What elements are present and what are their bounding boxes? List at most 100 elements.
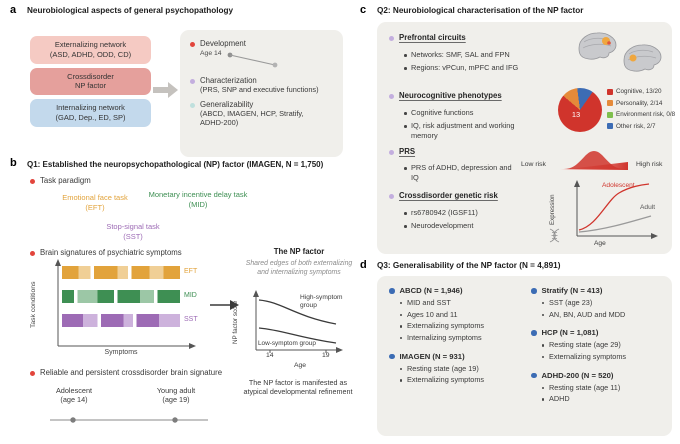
study-hcp: HCP (N = 1,081) Resting state (age 29) E… (531, 328, 659, 362)
signature-matrix-axes (55, 259, 196, 349)
panel-b-title: Q1: Established the neuropsychopathologi… (27, 160, 324, 169)
adhd200-header-row: ADHD-200 (N = 520) (531, 371, 659, 380)
age-14-label: Age 14 (200, 50, 222, 57)
crossdisorder-line1: Crossdisorder (67, 71, 114, 81)
section-genetic-risk: Crossdisorder genetic risk (389, 191, 498, 200)
hcp-header-row: HCP (N = 1,081) (531, 328, 659, 337)
characterization-label: Characterization (200, 76, 257, 85)
timeline-start-label: Adolescent (age 14) (44, 386, 104, 405)
eft-signature-row (62, 266, 180, 279)
panel-c-title: Q2: Neurobiological characterisation of … (377, 6, 584, 15)
matrix-ylabel: Task conditions (30, 281, 37, 329)
development-label: Development (200, 39, 246, 48)
imagen-item-2: Externalizing symptoms (400, 374, 517, 386)
abcd-item-3: Externalizing symptoms (400, 320, 517, 332)
decline-sparkline-icon (227, 52, 277, 68)
adhd200-title: ADHD-200 (N = 520) (541, 370, 614, 380)
study-adhd200: ADHD-200 (N = 520) Resting state (age 11… (531, 371, 659, 405)
stratify-title: Stratify (N = 413) (541, 286, 603, 295)
task-sst-name: Stop-signal task (106, 222, 160, 231)
brain-signatures-label: Brain signatures of psychiatric symptoms (40, 248, 182, 257)
generalizability-label: Generalizability (200, 100, 254, 109)
adhd200-item-1: Resting state (age 11) (542, 382, 659, 394)
task-mid: Monetary incentive delay task (MID) (142, 190, 254, 210)
imagen-header-row: IMAGEN (N = 931) (389, 352, 517, 361)
sst-signature-row (62, 314, 180, 327)
stratify-items: SST (age 23) AN, BN, AUD and MDD (531, 297, 659, 320)
aspect-development: Development Age 14 (190, 39, 333, 70)
study-stratify: Stratify (N = 413) SST (age 23) AN, BN, … (531, 286, 659, 320)
prefrontal-item-regions: Regions: vPCun, mPFC and IFG (403, 63, 518, 73)
task-mid-abbr: (MID) (188, 199, 208, 209)
mid-signature-row (62, 290, 180, 303)
panel-b-label: b (10, 157, 17, 169)
prs-header: PRS (399, 147, 416, 156)
task-sst-abbr: (SST) (123, 231, 143, 241)
aspect-generalizability: Generalizability (ABCD, IMAGEN, HCP, Str… (190, 100, 333, 127)
brain-signatures-bullet-icon (30, 250, 35, 256)
adolescent-label: Adolescent (55, 386, 93, 395)
personality-legend-label: Personality, 2/14 (616, 99, 663, 107)
crossdisorder-line2: NP factor (74, 81, 107, 91)
hcp-item-1: Resting state (age 29) (542, 339, 659, 351)
environment-legend-label: Environment risk, 0/8 (616, 111, 676, 118)
characterization-bullet-icon (190, 78, 195, 84)
generalizability-bullet-icon (190, 102, 195, 108)
genetic-risk-item-snp: rs6780942 (IGSF11) (403, 208, 478, 218)
task-paradigm-label: Task paradigm (40, 176, 91, 185)
aspects-box: Development Age 14 Characterization (PRS… (180, 30, 343, 157)
adolescent-age-label: (age 14) (60, 395, 88, 405)
adolescent-series-label: Adolescent (602, 182, 635, 189)
sst-row-label: SST (184, 316, 198, 323)
study-abcd: ABCD (N = 1,946) MID and SST Ages 10 and… (389, 286, 517, 344)
reliable-signature-label: Reliable and persistent crossdisorder br… (40, 368, 223, 377)
development-bullet-icon (190, 41, 195, 47)
legend-cognitive: Cognitive, 13/20 (607, 88, 675, 95)
aspect-characterization-body: Characterization (PRS, SNP and executive… (200, 76, 319, 94)
task-paradigm-bullet-icon (30, 178, 35, 184)
hcp-bullet-icon (531, 330, 537, 336)
section-prs: PRS (389, 147, 415, 156)
neurocognitive-item-iq: IQ, risk adjustment and working memory (403, 121, 533, 141)
personality-swatch-icon (607, 100, 613, 106)
development-timeline-icon (50, 417, 208, 423)
panel-d-label: d (360, 259, 367, 271)
panel-c-label: c (360, 4, 367, 16)
abcd-item-1: MID and SST (400, 297, 517, 309)
crossdisorder-np-factor-box: Crossdisorder NP factor (30, 67, 151, 95)
panel-a-title: Neurobiological aspects of general psych… (27, 6, 234, 15)
brain-activation-image (578, 32, 662, 72)
legend-other-risk: Other risk, 2/7 (607, 123, 675, 130)
imagen-title: IMAGEN (N = 931) (399, 351, 465, 361)
task-eft-abbr: (EFT) (85, 202, 105, 212)
internalizing-network-box: Internalizing network (GAD, Dep., ED, SP… (30, 99, 151, 127)
genetic-risk-bullet-icon (389, 193, 394, 199)
prefrontal-bullet-icon (389, 35, 394, 41)
cognitive-legend-label: Cognitive, 13/20 (616, 88, 662, 95)
mid-row-label: MID (184, 292, 197, 299)
np-trajectory-plot (253, 290, 343, 353)
imagen-item-1: Resting state (age 19) (400, 363, 517, 375)
externalizing-network-disorders: (ASD, ADHD, ODD, CD) (49, 49, 132, 59)
reliable-signature-bullet-icon (30, 370, 35, 376)
dna-icon (549, 228, 560, 243)
study-column-1: ABCD (N = 1,946) MID and SST Ages 10 and… (389, 286, 517, 413)
adhd200-item-2: ADHD (542, 393, 659, 405)
stratify-item-1: SST (age 23) (542, 297, 659, 309)
abcd-item-4: Internalizing symptoms (400, 332, 517, 344)
arrow-to-np-icon (210, 300, 239, 310)
pie-legend: Cognitive, 13/20 Personality, 2/14 Envir… (607, 88, 675, 134)
phenotype-pie: 13 (558, 88, 602, 132)
high-risk-label: High risk (636, 161, 663, 168)
abcd-items: MID and SST Ages 10 and 11 Externalizing… (389, 297, 517, 344)
externalizing-network-name: Externalizing network (54, 40, 127, 49)
task-paradigm-bullet-row: Task paradigm (30, 176, 91, 185)
other-risk-swatch-icon (607, 123, 613, 129)
prefrontal-item-networks: Networks: SMF, SAL and FPN (403, 50, 510, 60)
low-symptom-group-label: Low-symptom group (258, 340, 316, 347)
study-column-2: Stratify (N = 413) SST (age 23) AN, BN, … (531, 286, 659, 413)
internalizing-network-name: Internalizing network (56, 103, 125, 112)
other-risk-legend-label: Other risk, 2/7 (616, 122, 656, 130)
imagen-bullet-icon (389, 353, 395, 360)
